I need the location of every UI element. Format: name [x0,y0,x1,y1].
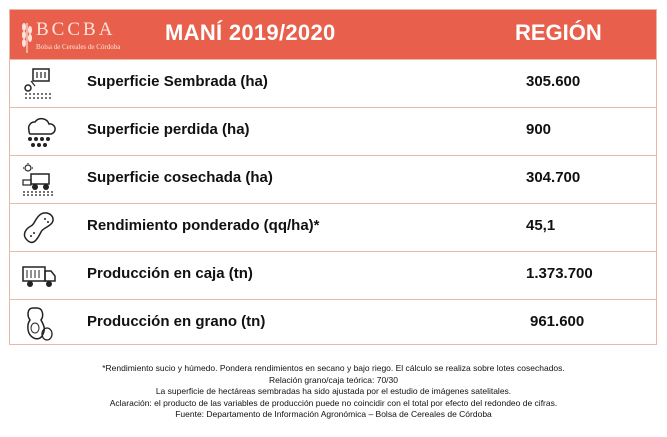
table-header: BCCBA Bolsa de Cereales de Córdoba MANÍ … [10,10,656,59]
table-row: Producción en grano (tn) 961.600 [10,299,656,345]
seed-drill-icon [24,68,53,99]
table-row: Superficie perdida (ha) 900 [10,107,656,155]
row-value: 45,1 [526,217,556,234]
table-row: Superficie Sembrada (ha) 305.600 [10,59,656,107]
row-value: 305.600 [526,73,581,90]
footnote-line: Fuente: Departamento de Información Agro… [175,409,492,420]
row-label: Producción en grano (tn) [87,313,266,330]
footnote-line: Relación grano/caja teórica: 70/30 [269,374,398,385]
row-label: Superficie perdida (ha) [87,121,250,138]
logo-subtitle: Bolsa de Cereales de Córdoba [36,43,121,51]
footnote-line: *Rendimiento sucio y húmedo. Pondera ren… [102,363,565,373]
row-label: Superficie cosechada (ha) [87,169,273,186]
bccba-logo: BCCBA Bolsa de Cereales de Córdoba [20,19,135,53]
row-value: 961.600 [530,313,585,330]
logo-letters: BCCBA [36,19,116,40]
table-row: Rendimiento ponderado (qq/ha)* 45,1 [10,203,656,251]
row-value: 900 [526,121,552,138]
row-value: 1.373.700 [526,265,593,282]
production-table-card: BCCBA Bolsa de Cereales de Córdoba MANÍ … [9,9,657,345]
footnote-line: La superficie de hectáreas sembradas ha … [155,386,512,397]
harvester-icon [22,163,55,196]
row-label: Rendimiento ponderado (qq/ha)* [87,217,320,234]
table-title: MANÍ 2019/2020 [165,20,336,45]
footnote-line: Aclaración: el producto de las variables… [109,397,558,408]
row-label: Producción en caja (tn) [87,265,253,282]
row-label: Superficie Sembrada (ha) [87,73,268,90]
peanut-icon [23,212,54,244]
table-row: Superficie cosechada (ha) 304.700 [10,155,656,203]
footnotes: *Rendimiento sucio y húmedo. Pondera ren… [0,363,667,421]
peanut-shell-icon [27,307,53,341]
region-column-header: REGIÓN [515,20,602,45]
row-value: 304.700 [526,169,581,186]
hail-cloud-icon [27,118,56,147]
wheat-icon [22,23,32,53]
table-row: Producción en caja (tn) 1.373.700 [10,251,656,299]
truck-icon [22,266,56,287]
